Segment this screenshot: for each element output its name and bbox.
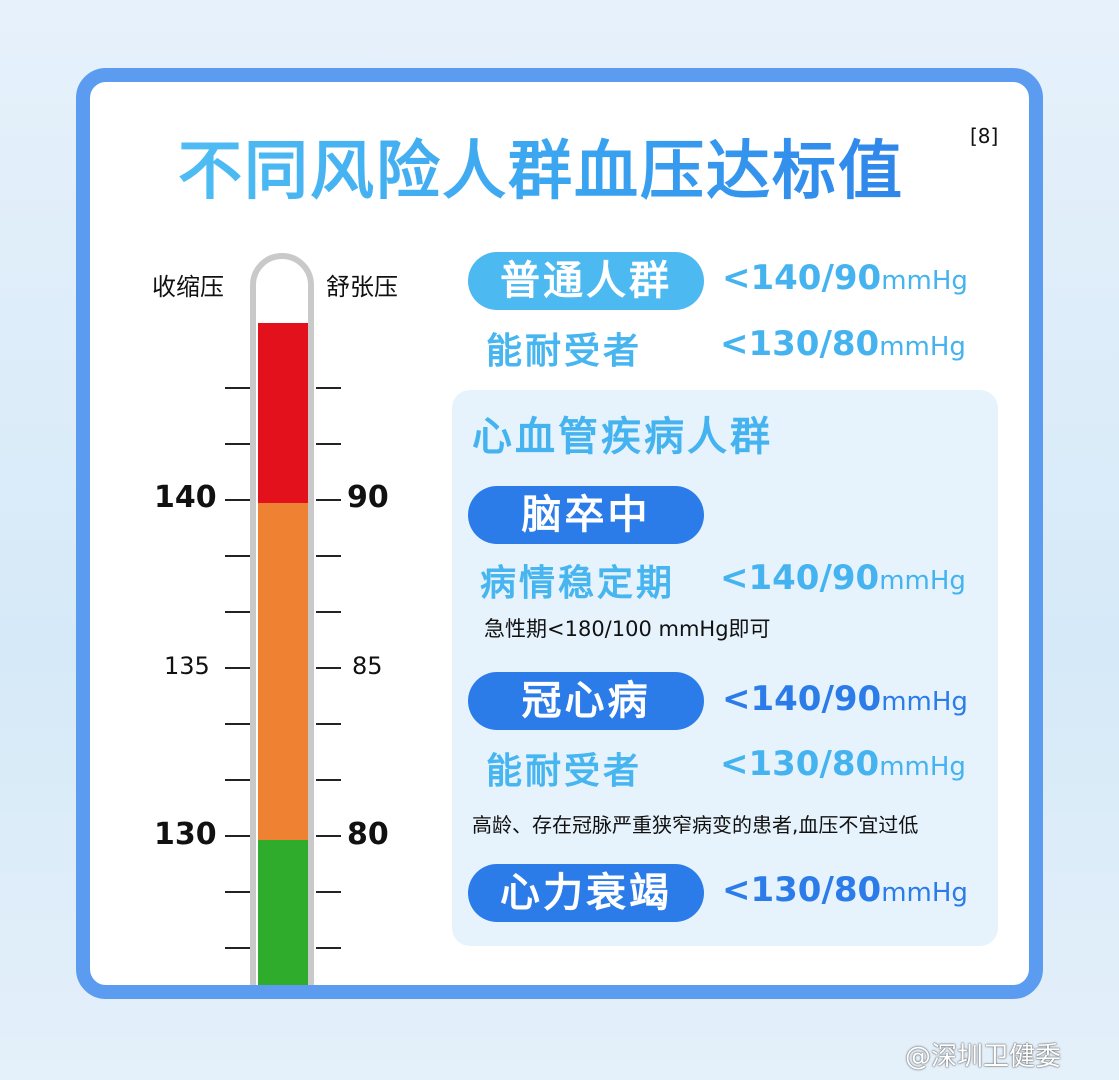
diastolic-tick-mark: [316, 443, 341, 445]
systolic-tick-mark: [225, 667, 250, 669]
stroke-note: 急性期<180/100 mmHg即可: [484, 617, 771, 641]
general-population-pill: 普通人群: [468, 252, 704, 310]
systolic-tick-mark: [225, 779, 250, 781]
stroke-value: <140/90mmHg: [720, 558, 966, 598]
systolic-tick-mark: [225, 723, 250, 725]
chd-note: 高龄、存在冠脉严重狭窄病变的患者,血压不宜过低: [472, 813, 919, 837]
general-tolerant-label: 能耐受者: [486, 331, 643, 372]
systolic-label: 收缩压: [152, 273, 224, 301]
systolic-tick-mark: [225, 499, 250, 501]
reference-marker: [8]: [970, 124, 999, 148]
diastolic-tick-mark: [316, 611, 341, 613]
diastolic-tick-mark: [316, 779, 341, 781]
heart-failure-pill: 心力衰竭: [468, 864, 704, 922]
systolic-tick-mark: [225, 443, 250, 445]
zone-green: [258, 840, 308, 985]
diastolic-tick-mark: [316, 667, 341, 669]
zone-orange: [258, 503, 308, 840]
systolic-tick-140: 140: [154, 480, 217, 515]
chd-pill: 冠心病: [468, 672, 704, 730]
diastolic-tick-90: 90: [347, 480, 389, 515]
diastolic-tick-mark: [316, 387, 341, 389]
page-title: 不同风险人群血压达标值: [178, 120, 978, 212]
diastolic-tick-mark: [316, 947, 341, 949]
general-value: <140/90mmHg: [722, 258, 968, 298]
diastolic-tick-85: 85: [352, 652, 383, 680]
cvd-heading: 心血管疾病人群: [472, 414, 773, 460]
systolic-tick-135: 135: [164, 652, 210, 680]
zone-red: [258, 323, 308, 503]
diastolic-tick-mark: [316, 835, 341, 837]
stroke-pill: 脑卒中: [468, 486, 704, 544]
chd-tolerant-label: 能耐受者: [486, 751, 643, 792]
systolic-tick-mark: [225, 387, 250, 389]
systolic-tick-mark: [225, 891, 250, 893]
watermark: @深圳卫健委: [905, 1042, 1062, 1072]
infographic-card: 不同风险人群血压达标值 [8] 收缩压 舒张压 140 135 130 90 8…: [76, 68, 1043, 999]
systolic-tick-130: 130: [154, 817, 217, 852]
diastolic-tick-mark: [316, 891, 341, 893]
systolic-tick-mark: [225, 611, 250, 613]
stroke-stable-label: 病情稳定期: [480, 563, 676, 604]
heart-failure-value: <130/80mmHg: [722, 870, 968, 910]
diastolic-tick-mark: [316, 555, 341, 557]
systolic-tick-mark: [225, 947, 250, 949]
diastolic-tick-mark: [316, 723, 341, 725]
diastolic-tick-mark: [316, 499, 341, 501]
chd-value: <140/90mmHg: [722, 679, 968, 719]
diastolic-tick-80: 80: [347, 817, 389, 852]
general-tolerant-value: <130/80mmHg: [720, 324, 966, 364]
cvd-panel: [452, 390, 998, 946]
systolic-tick-mark: [225, 835, 250, 837]
diastolic-label: 舒张压: [326, 273, 398, 301]
systolic-tick-mark: [225, 555, 250, 557]
chd-tolerant-value: <130/80mmHg: [720, 744, 966, 784]
